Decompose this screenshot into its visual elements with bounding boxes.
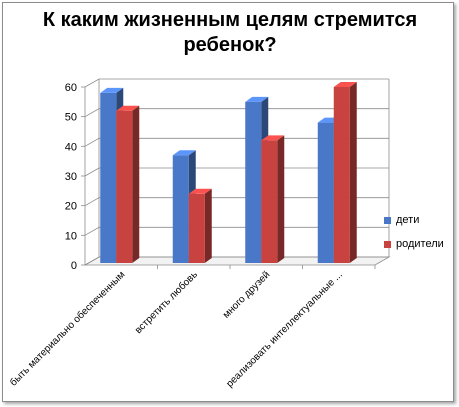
bar-deti xyxy=(245,101,262,263)
bar-roditeli xyxy=(116,110,133,263)
bar-top xyxy=(188,188,212,194)
bar-roditeli xyxy=(261,140,278,263)
y-tick-label: 0 xyxy=(71,260,77,272)
x-tick-label: быть материально обеспеченным xyxy=(7,269,127,389)
y-tick-label: 60 xyxy=(65,82,77,94)
legend-label-deti: дети xyxy=(396,214,420,226)
bar-deti xyxy=(317,122,334,263)
bar-roditeli xyxy=(188,193,205,263)
y-tick-label: 40 xyxy=(65,141,77,153)
bar-side xyxy=(277,135,285,263)
chart-title: К каким жизненным целям стремится ребено… xyxy=(42,9,418,56)
bar-top xyxy=(261,135,285,141)
x-tick-label: много друзей xyxy=(221,269,272,320)
legend-item-deti: дети xyxy=(384,213,444,227)
legend: дети родители xyxy=(384,213,444,261)
legend-item-roditeli: родители xyxy=(384,237,444,251)
x-tick-label: встретить любовь xyxy=(132,269,199,336)
y-tick-label: 30 xyxy=(65,171,77,183)
bar-side xyxy=(349,82,357,263)
legend-swatch-roditeli xyxy=(384,240,391,248)
legend-swatch-deti xyxy=(384,216,391,224)
y-tick-label: 20 xyxy=(65,201,77,213)
bar-top xyxy=(333,82,357,87)
bar-top xyxy=(172,150,196,156)
legend-label-roditeli: родители xyxy=(396,238,444,250)
bar-side xyxy=(204,188,212,263)
bar-deti xyxy=(172,155,189,263)
bar-deti xyxy=(100,92,117,263)
bar-top xyxy=(116,105,140,111)
bar-top xyxy=(100,87,124,93)
bar-side xyxy=(132,105,140,263)
y-tick-label: 10 xyxy=(65,230,77,242)
x-tick-label: реализовать интеллектуальные ... xyxy=(224,269,344,389)
bar-top xyxy=(245,96,269,102)
bar-roditeli xyxy=(333,87,350,263)
y-tick-label: 50 xyxy=(65,112,77,124)
